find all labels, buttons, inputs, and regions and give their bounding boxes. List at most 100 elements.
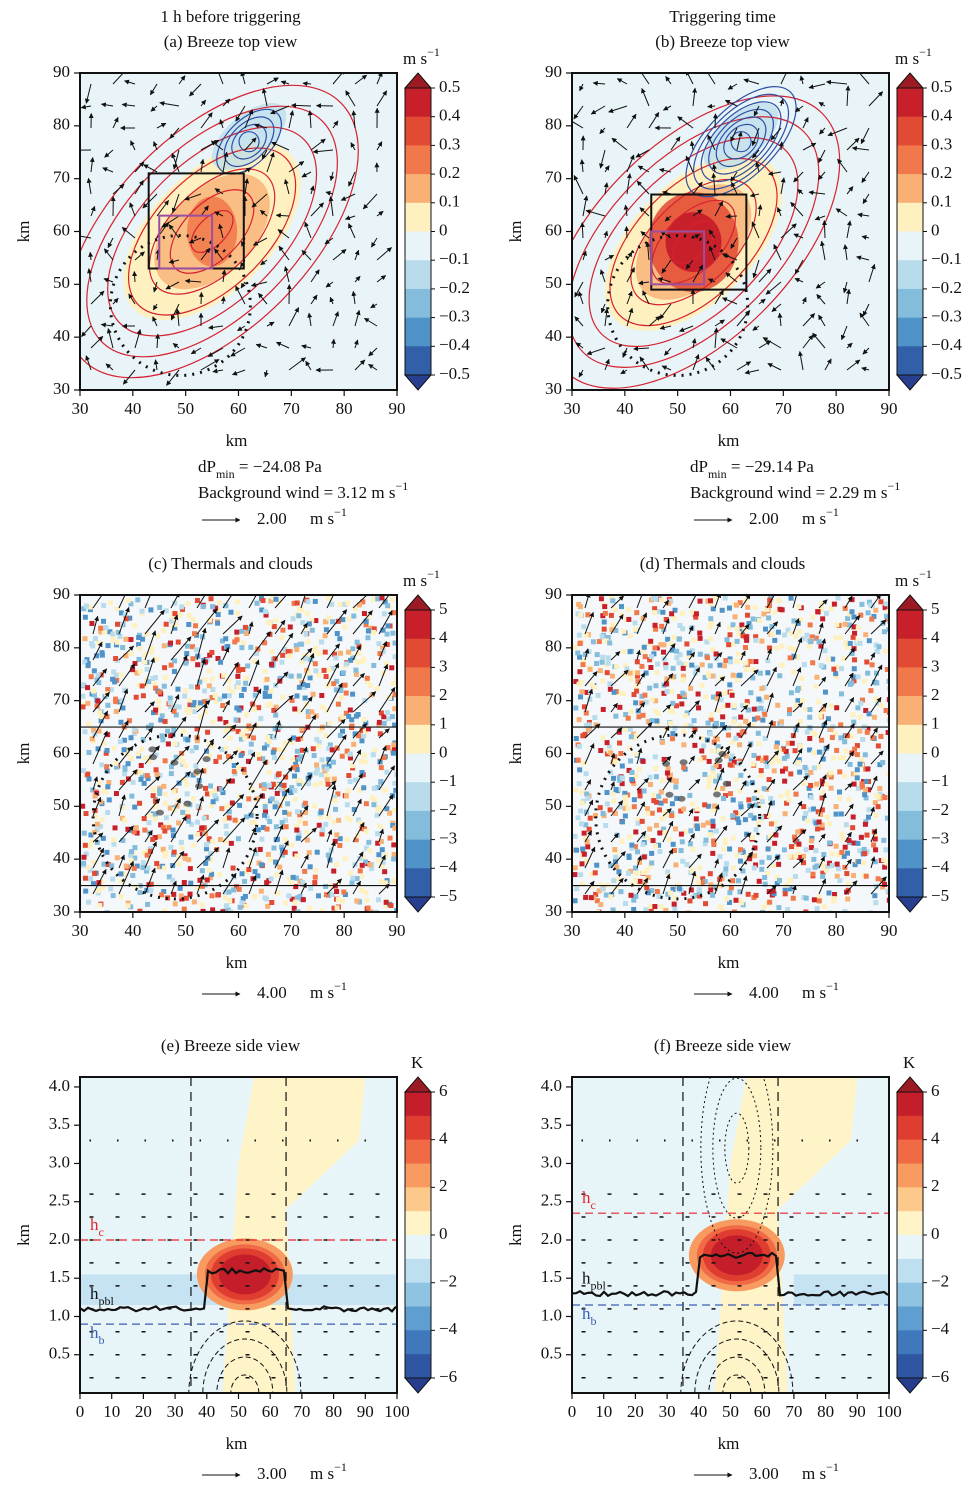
field-cell (597, 639, 602, 644)
field-cell (629, 734, 634, 739)
field-cell (731, 719, 736, 724)
field-cell (231, 887, 236, 892)
field-cell (594, 863, 599, 868)
field-cell (95, 822, 100, 827)
cloud (680, 759, 688, 765)
field-cell (576, 758, 581, 763)
field-cell (310, 628, 315, 633)
field-cell (767, 645, 772, 650)
field-cell (171, 828, 176, 833)
field-cell (804, 633, 809, 638)
field-cell (140, 637, 145, 642)
field-cell (640, 819, 645, 824)
field-cell (349, 717, 354, 722)
colorbar-tick-label: 0.4 (931, 106, 953, 125)
field-blob (666, 212, 722, 272)
field-cell (227, 889, 232, 894)
field-cell (708, 624, 713, 629)
field-cell (297, 709, 302, 714)
text-part: = −29.14 Pa (727, 457, 815, 476)
field-cell (714, 763, 719, 768)
field-cell (708, 598, 713, 603)
field-cell (291, 875, 296, 880)
colorbar-tick-label: 2 (931, 1176, 940, 1195)
colorbar-box (405, 868, 431, 897)
field-cell (151, 793, 156, 798)
field-cell (840, 836, 845, 841)
field-cell (222, 817, 227, 822)
field-cell (358, 868, 363, 873)
colorbar-box (405, 840, 431, 869)
field-cell (580, 790, 585, 795)
field-cell (343, 624, 348, 629)
field-cell (654, 774, 659, 779)
field-cell (867, 638, 872, 643)
colorbar-extend (405, 1077, 431, 1092)
field-cell (869, 617, 874, 622)
field-cell (109, 863, 114, 868)
field-cell (87, 844, 92, 849)
field-cell (83, 889, 88, 894)
field-cell (700, 662, 705, 667)
field-cell (333, 798, 338, 803)
field-cell (359, 738, 364, 743)
field-cell (600, 886, 605, 891)
field-cell (385, 745, 390, 750)
x-tick-label: 90 (389, 399, 406, 418)
field-cell (710, 851, 715, 856)
field-cell (623, 795, 628, 800)
field-cell (653, 843, 658, 848)
field-cell (96, 699, 101, 704)
field-cell (830, 863, 835, 868)
field-cell (623, 901, 628, 906)
field-cell (759, 768, 764, 773)
field-cell (674, 649, 679, 654)
field-cell (592, 715, 597, 720)
colorbar-box (897, 1235, 923, 1259)
field-cell (337, 602, 342, 607)
field-cell (202, 677, 207, 682)
field-cell (739, 804, 744, 809)
field-cell (195, 832, 200, 837)
reference-value: 4.00 (749, 983, 779, 1002)
colorbar-tick-label: 1 (931, 714, 940, 733)
field-cell (677, 886, 682, 891)
field-cell (797, 770, 802, 775)
field-cell (171, 789, 176, 794)
field-cell (591, 639, 596, 644)
field-cell (782, 756, 787, 761)
field-cell (796, 604, 801, 609)
field-cell (712, 596, 717, 601)
anomaly (219, 1254, 271, 1294)
text-part: −1 (888, 479, 901, 493)
field-cell (277, 747, 282, 752)
field-cell (857, 729, 862, 734)
field-cell (157, 791, 162, 796)
field-cell (327, 667, 332, 672)
field-cell (183, 688, 188, 693)
y-tick-label: 80 (53, 115, 70, 134)
field-cell (817, 750, 822, 755)
field-cell (304, 830, 309, 835)
x-tick-label: 70 (775, 921, 792, 940)
x-tick-label: 80 (325, 1402, 342, 1421)
field-cell (391, 681, 396, 686)
colorbar-tick-label: 6 (931, 1081, 940, 1100)
field-cell (273, 618, 278, 623)
colorbar-box (897, 145, 923, 174)
field-cell (780, 607, 785, 612)
field-cell (867, 711, 872, 716)
field-cell (660, 778, 665, 783)
field-cell (621, 691, 626, 696)
colorbar-tick-label: 0.2 (931, 163, 952, 182)
field-cell (574, 736, 579, 741)
field-cell (681, 742, 686, 747)
field-cell (309, 709, 314, 714)
field-cell (585, 612, 590, 617)
field-cell (348, 752, 353, 757)
x-axis-label: km (718, 1434, 740, 1453)
field-cell (284, 824, 289, 829)
field-cell (295, 809, 300, 814)
field-cell (723, 596, 728, 601)
field-cell (851, 615, 856, 620)
